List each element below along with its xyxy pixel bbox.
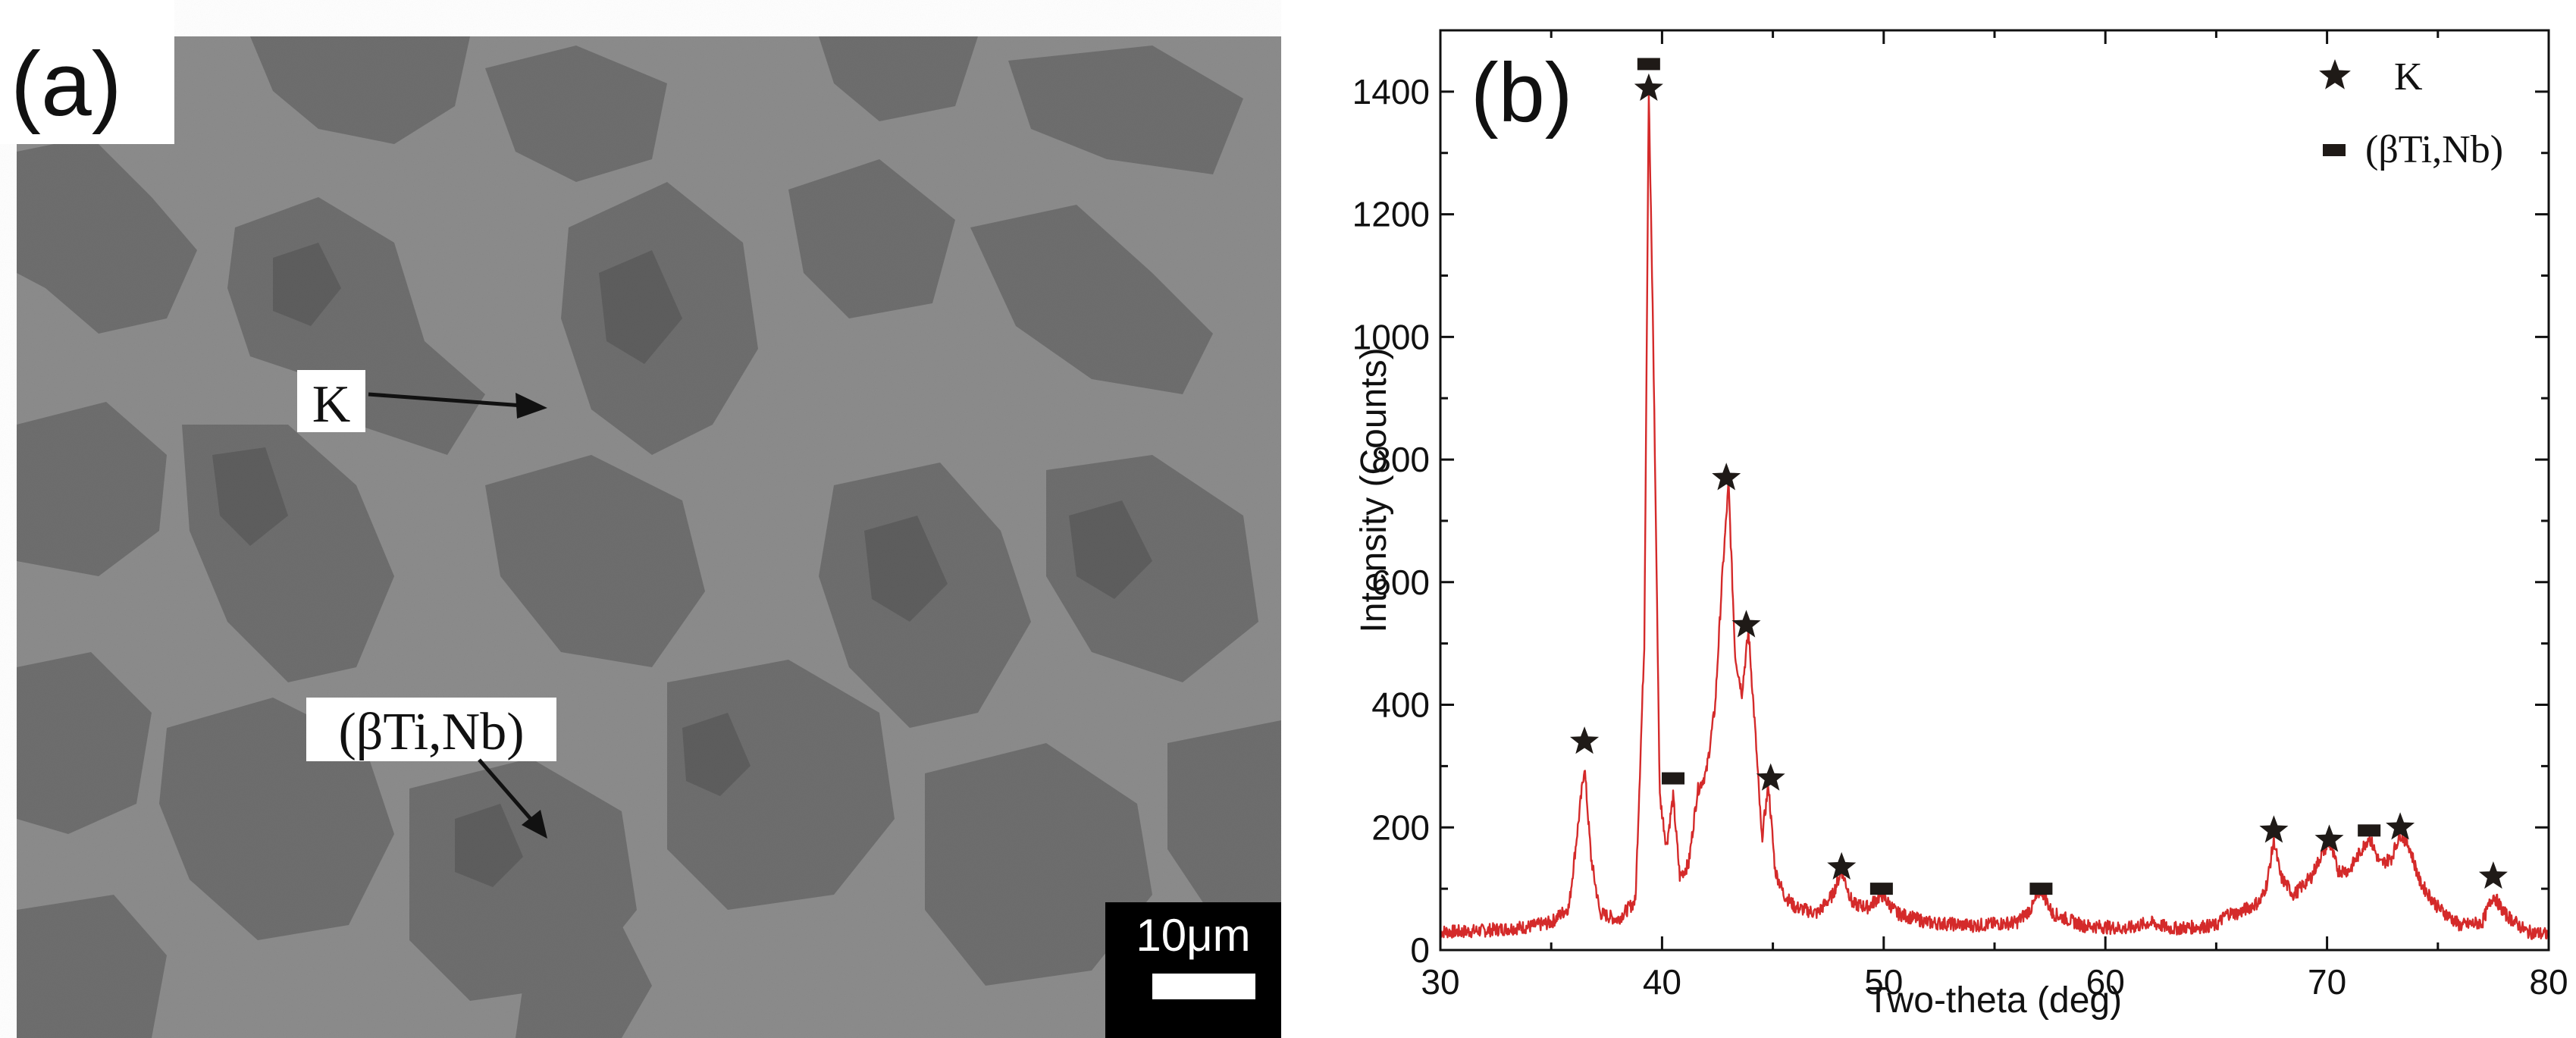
peak-marker-beta <box>1662 772 1685 785</box>
scale-bar-box <box>1105 902 1281 1038</box>
peak-marker-k <box>1570 726 1600 754</box>
peak-marker-k <box>1712 463 1741 491</box>
darker-phase-regions <box>212 243 1152 887</box>
legend-star-icon <box>2319 59 2351 89</box>
peak-marker-beta <box>1869 883 1893 895</box>
xrd-chart-panel: 30 40 50 60 70 80 0 200 400 600 800 1000 1200 1400 (b… <box>1289 0 2576 1038</box>
x-tick-label: 70 <box>2308 962 2346 1002</box>
x-tick-label: 60 <box>2086 962 2125 1002</box>
peak-marker-k <box>2478 861 2508 889</box>
peak-marker-beta <box>1637 58 1660 71</box>
y-tick-label: 0 <box>1410 930 1430 970</box>
k-label-box <box>297 370 365 432</box>
y-axis-title: Intensity (Counts) <box>1354 347 1394 632</box>
x-tick-label: 50 <box>1864 962 1903 1002</box>
legend-beta-label: (βTi,Nb) <box>2365 128 2503 171</box>
peak-marker-beta <box>2029 883 2053 895</box>
panel-a-label-bg <box>0 0 174 144</box>
beta-label-box <box>306 698 556 761</box>
x-tick-label: 30 <box>1421 962 1459 1002</box>
k-arrowhead <box>516 393 547 419</box>
legend-k-label: K <box>2394 55 2423 99</box>
y-tick-label: 1200 <box>1352 195 1430 234</box>
x-tick-label: 80 <box>2529 962 2568 1002</box>
y-tick-label: 800 <box>1371 440 1430 479</box>
legend-dash-icon <box>2323 144 2346 156</box>
y-tick-label: 400 <box>1371 685 1430 725</box>
peak-marker-k <box>1731 610 1761 638</box>
micrograph-panel: (a) K (βTi,Nb) 10μm <box>0 0 1281 1038</box>
scale-bar <box>1152 974 1255 999</box>
peak-marker-k <box>2314 824 2344 852</box>
y-tick-label: 1000 <box>1352 317 1430 356</box>
xrd-series-line <box>1439 93 2550 940</box>
x-axis-title: Two-theta (deg) <box>1867 980 2122 1021</box>
panel-b-label: (b) <box>1471 46 1572 140</box>
micrograph-svg: (a) K (βTi,Nb) 10μm <box>0 0 1281 1038</box>
panel-a-label: (a) <box>11 33 122 135</box>
peak-marker-k <box>2259 815 2289 843</box>
beta-arrowhead <box>522 810 547 839</box>
k-arrow <box>368 392 524 408</box>
peak-marker-beta <box>2358 824 2381 837</box>
scale-bar-label: 10μm <box>1136 910 1250 961</box>
y-tick-label: 200 <box>1371 808 1430 847</box>
beta-label: (βTi,Nb) <box>338 703 524 761</box>
peak-marker-k <box>1634 73 1663 101</box>
k-label: K <box>312 375 351 434</box>
y-tick-label: 600 <box>1371 563 1430 602</box>
peak-marker-k <box>1827 851 1857 880</box>
x-tick-label: 40 <box>1643 962 1681 1002</box>
peak-marker-k <box>2386 812 2415 840</box>
y-tick-label: 1400 <box>1352 72 1430 111</box>
peak-marker-k <box>1756 763 1785 791</box>
beta-arrow <box>478 758 532 820</box>
legend: K (βTi,Nb) <box>2319 55 2503 171</box>
